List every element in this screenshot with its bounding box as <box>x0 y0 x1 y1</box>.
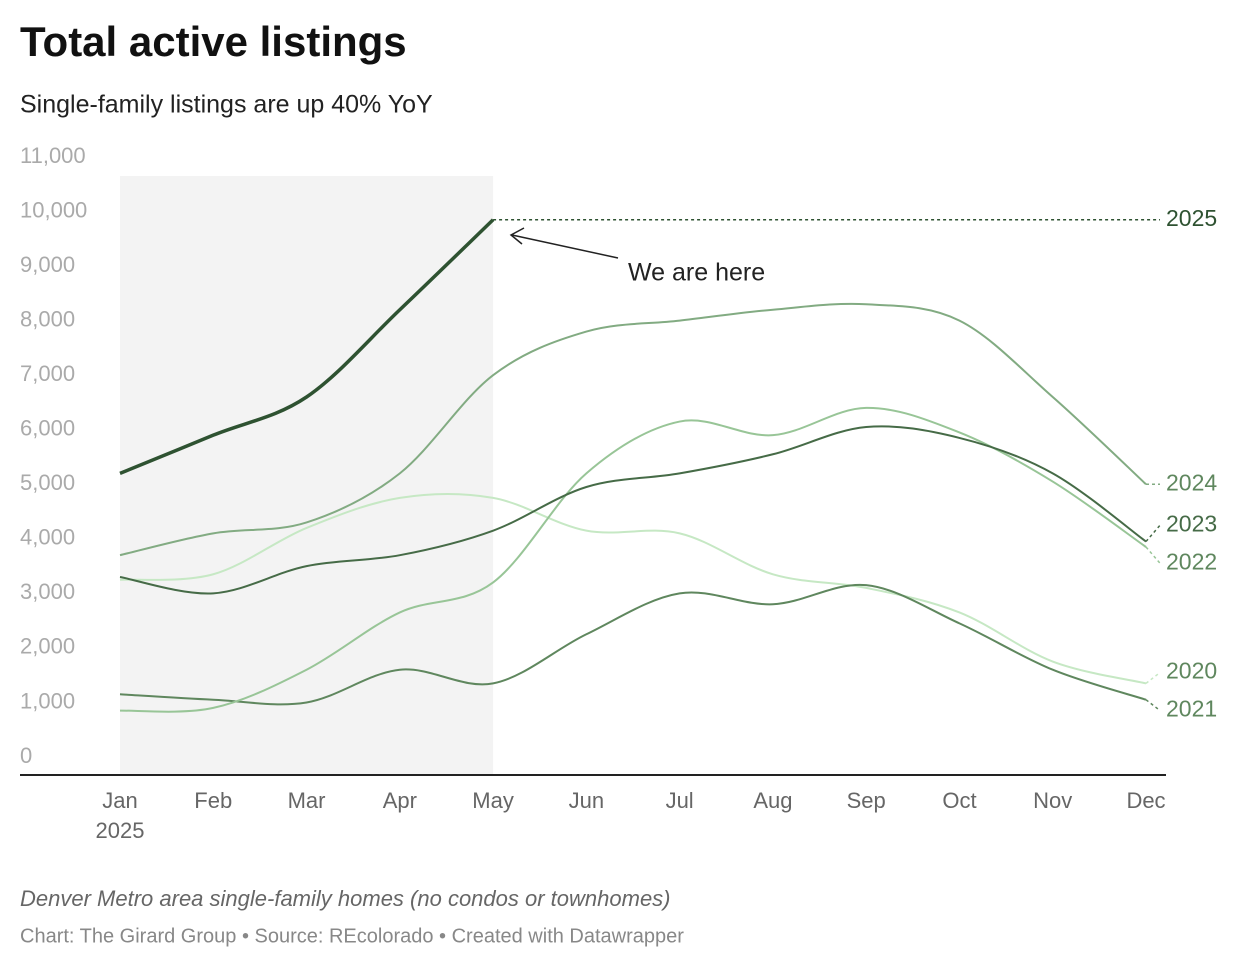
y-tick-label: 9,000 <box>20 252 75 277</box>
x-tick-label: Jul <box>666 788 694 813</box>
y-tick-label: 2,000 <box>20 634 75 659</box>
series-label: 2025 <box>1166 205 1217 231</box>
note: Denver Metro area single-family homes (n… <box>20 886 671 911</box>
x-tick-label: Nov <box>1033 788 1072 813</box>
label-connector <box>1145 671 1161 684</box>
shaded-region <box>120 176 494 775</box>
series-line <box>119 406 1147 713</box>
x-year-label: 2025 <box>96 818 145 843</box>
x-tick-label: Oct <box>942 788 976 813</box>
x-tick-label: Mar <box>288 788 326 813</box>
y-tick-label: 11,000 <box>20 143 86 168</box>
annotation: We are here <box>628 259 765 287</box>
y-tick-label: 1,000 <box>20 688 75 713</box>
y-tick-label: 0 <box>20 743 32 768</box>
x-tick-label: Apr <box>383 788 417 813</box>
series-label: 2024 <box>1166 469 1217 495</box>
series-line <box>119 492 1147 685</box>
y-tick-label: 6,000 <box>20 416 75 441</box>
series-label: 2022 <box>1166 548 1217 574</box>
label-connector <box>1145 699 1161 712</box>
arrow-head <box>509 227 525 245</box>
series-label: 2023 <box>1166 510 1217 536</box>
label-connector <box>1145 546 1161 564</box>
x-tick-label: Jan <box>102 788 137 813</box>
y-tick-label: 7,000 <box>20 361 75 386</box>
x-tick-label: Dec <box>1126 788 1165 813</box>
series-line <box>119 425 1147 595</box>
x-tick-label: Feb <box>194 788 232 813</box>
series-line <box>119 302 1147 557</box>
series-label: 2021 <box>1166 696 1217 722</box>
series-line <box>119 583 1147 706</box>
chart-title: Total active listings <box>20 18 407 65</box>
x-tick-label: Aug <box>753 788 792 813</box>
annotation-arrow <box>511 234 619 259</box>
y-tick-label: 5,000 <box>20 470 75 495</box>
y-tick-label: 4,000 <box>20 525 75 550</box>
x-tick-label: Jun <box>569 788 604 813</box>
label-connector <box>1145 524 1161 543</box>
y-tick-label: 3,000 <box>20 579 75 604</box>
y-tick-label: 8,000 <box>20 306 75 331</box>
chart-subtitle: Single-family listings are up 40% YoY <box>20 91 433 119</box>
series-label: 2020 <box>1166 658 1217 684</box>
series-line <box>119 218 495 475</box>
y-tick-label: 10,000 <box>20 197 87 222</box>
x-tick-label: Sep <box>847 788 886 813</box>
credit: Chart: The Girard Group • Source: REcolo… <box>20 925 684 947</box>
x-tick-label: May <box>472 788 514 813</box>
